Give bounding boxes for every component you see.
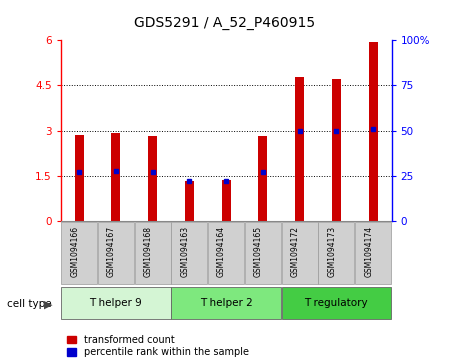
Bar	[75, 135, 84, 221]
Bar	[282, 222, 318, 284]
Text: GSM1094174: GSM1094174	[364, 226, 373, 277]
Text: GSM1094163: GSM1094163	[180, 226, 189, 277]
Bar	[295, 77, 304, 221]
Text: T regulatory: T regulatory	[305, 298, 368, 308]
Bar	[61, 287, 171, 319]
Bar	[61, 222, 97, 284]
Bar	[258, 136, 267, 221]
Text: GSM1094168: GSM1094168	[144, 226, 153, 277]
Bar	[148, 136, 157, 221]
Bar	[111, 133, 121, 221]
Text: GSM1094172: GSM1094172	[291, 226, 300, 277]
Bar	[185, 180, 194, 221]
Text: GSM1094167: GSM1094167	[107, 226, 116, 277]
Text: GDS5291 / A_52_P460915: GDS5291 / A_52_P460915	[135, 16, 315, 30]
Bar	[369, 42, 378, 221]
Bar	[98, 222, 134, 284]
Text: T helper 9: T helper 9	[90, 298, 142, 308]
Text: GSM1094166: GSM1094166	[70, 226, 79, 277]
Text: GSM1094164: GSM1094164	[217, 226, 226, 277]
Text: GSM1094165: GSM1094165	[254, 226, 263, 277]
Text: GSM1094173: GSM1094173	[328, 226, 337, 277]
Bar	[221, 180, 231, 221]
Text: T helper 2: T helper 2	[200, 298, 252, 308]
Bar	[171, 222, 207, 284]
Text: cell type: cell type	[7, 299, 51, 309]
Bar	[171, 287, 281, 319]
Text: ▶: ▶	[45, 299, 53, 309]
Bar	[318, 222, 355, 284]
Bar	[332, 79, 341, 221]
Legend: transformed count, percentile rank within the sample: transformed count, percentile rank withi…	[66, 334, 250, 358]
Bar	[135, 222, 171, 284]
Bar	[282, 287, 391, 319]
Bar	[245, 222, 281, 284]
Bar	[208, 222, 244, 284]
Bar	[355, 222, 391, 284]
